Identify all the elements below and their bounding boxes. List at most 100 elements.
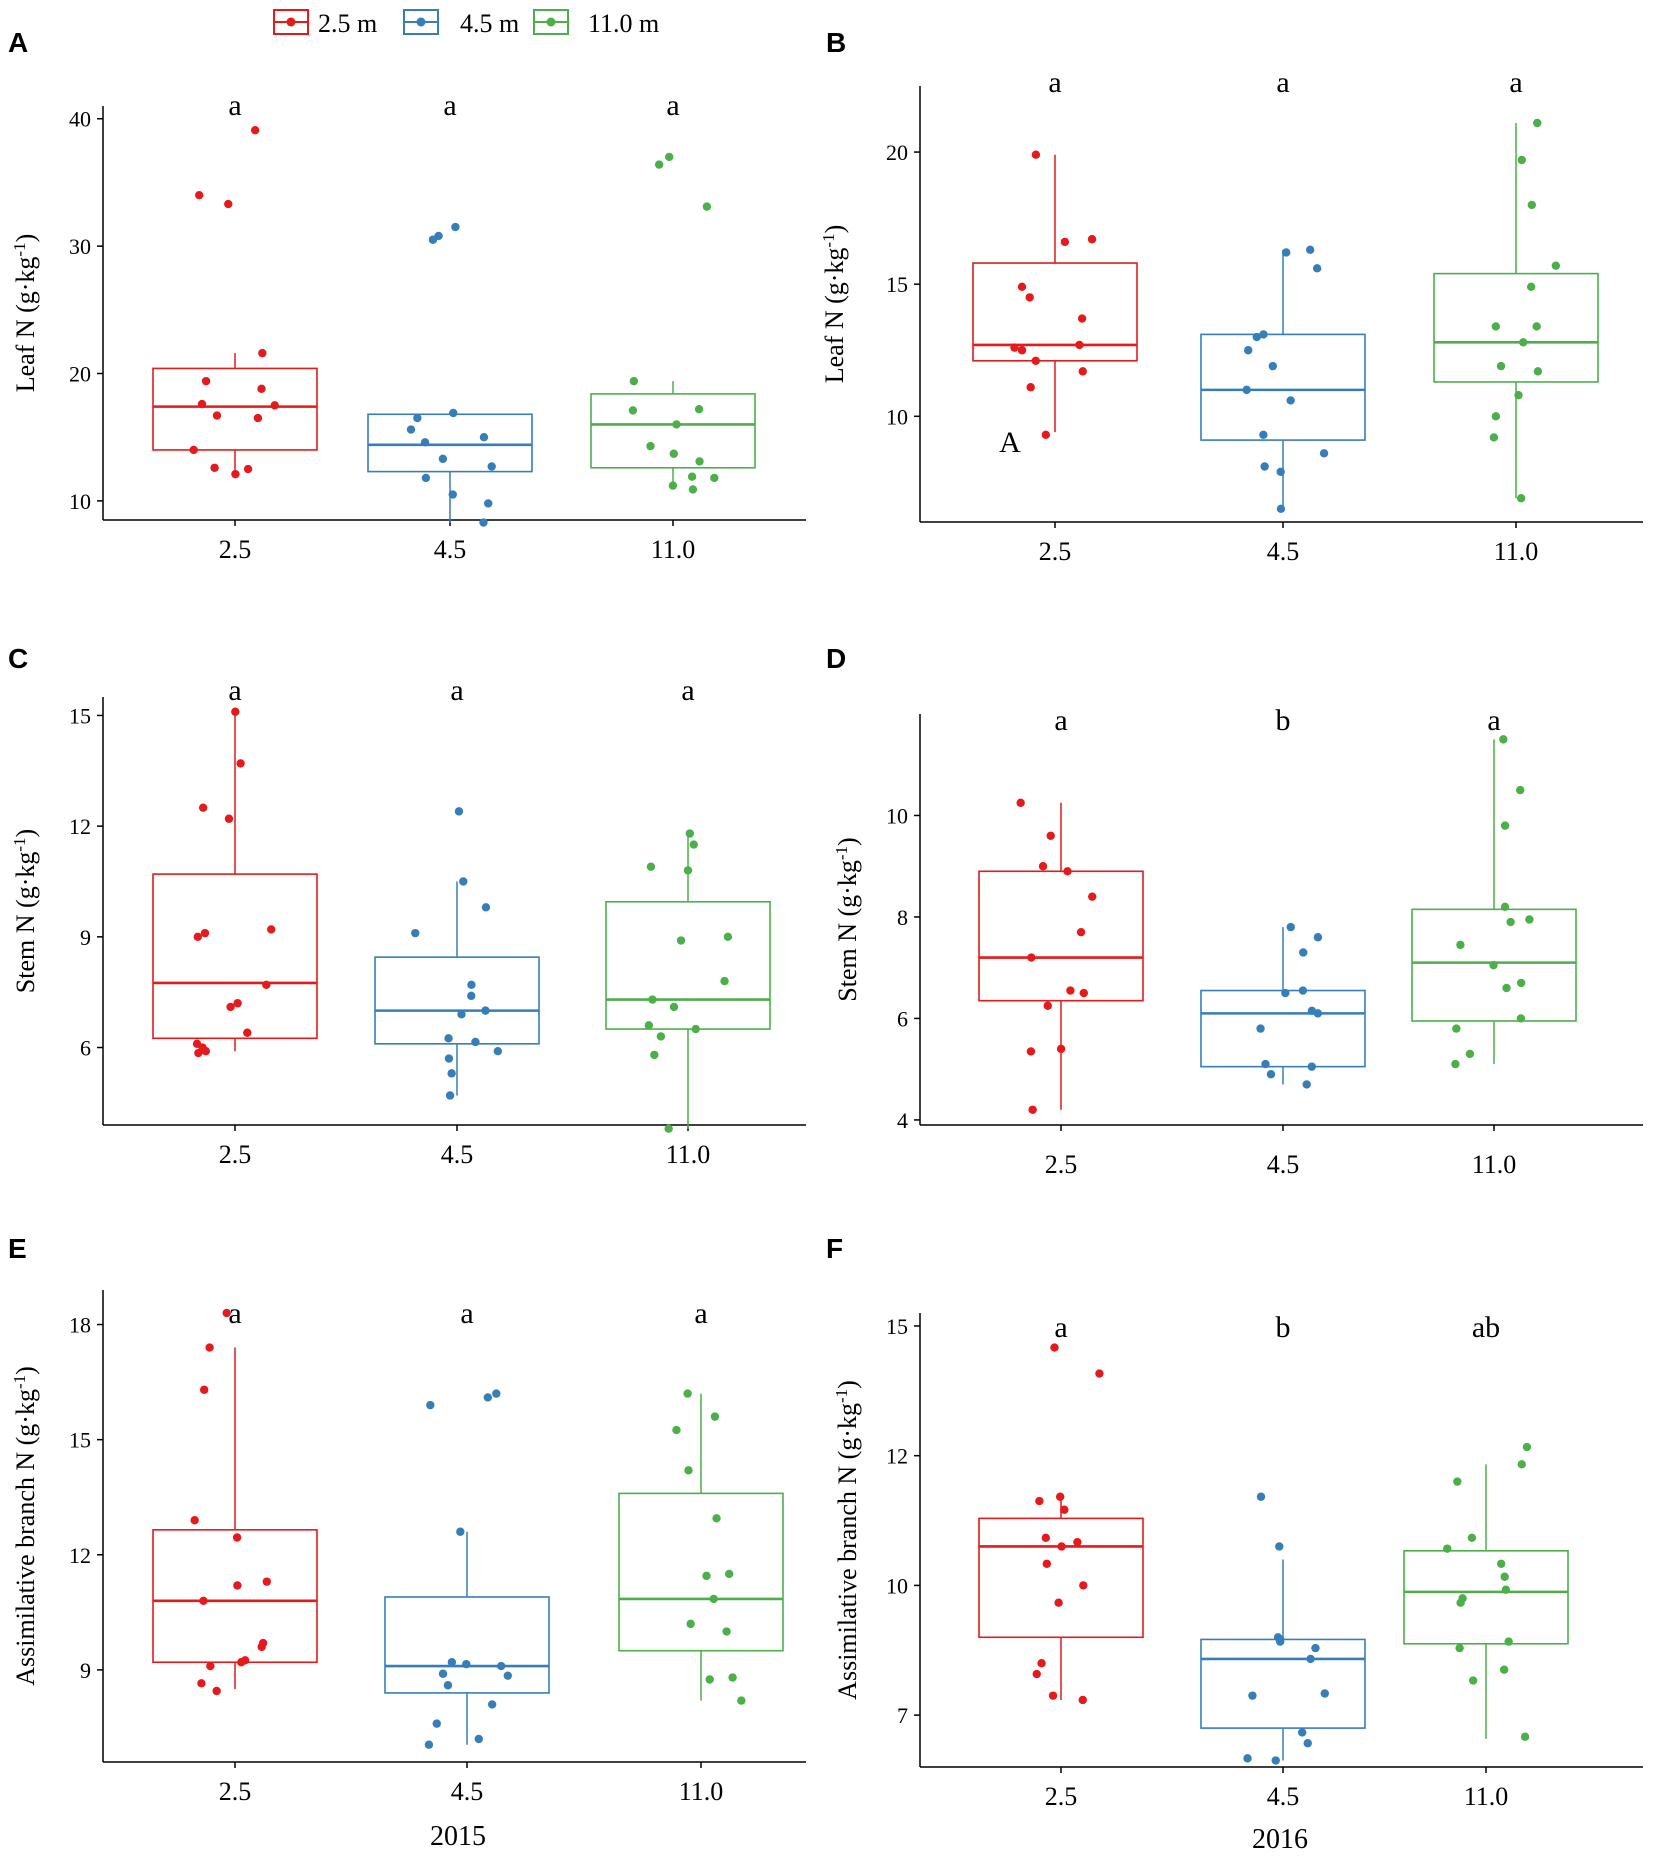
data-point [443, 1681, 453, 1690]
data-point [1275, 1637, 1285, 1646]
box-group-11.0: a [1433, 66, 1599, 503]
data-point [449, 408, 458, 418]
data-point [1496, 361, 1506, 371]
box-group-2.5: a [152, 1297, 318, 1696]
panel-a: A 10 20 30 40 2.5 4.5 11.0 Leaf N (g·kg-1) a a a [8, 27, 806, 564]
y-axis-label: Assimilative branch N (g·kg-1) [832, 1380, 863, 1700]
data-point [257, 1642, 266, 1652]
panel-f: F 7 10 12 15 2.5 4.5 11.0 Assimilative branch N … [826, 1233, 1643, 1811]
year-label-2016: 2016 [1252, 1824, 1308, 1855]
box [1200, 989, 1366, 1068]
data-point [687, 472, 697, 481]
data-point [257, 384, 266, 393]
significance-letter: a [666, 89, 679, 122]
significance-letter: b [1276, 1311, 1291, 1344]
data-point [479, 433, 489, 442]
y-tick-label: 20 [886, 140, 908, 165]
data-point [197, 1679, 206, 1688]
y-tick-label: 7 [897, 1703, 908, 1728]
data-point [1261, 1059, 1270, 1069]
data-point [484, 499, 493, 508]
data-point [197, 399, 207, 409]
box [978, 1517, 1144, 1639]
significance-letter: ab [1472, 1311, 1500, 1344]
data-point [1499, 1665, 1509, 1674]
data-point [723, 932, 733, 942]
y-tick-label: 15 [886, 1314, 908, 1339]
data-point [492, 1389, 501, 1398]
data-point [243, 464, 253, 474]
significance-letter: a [1054, 1311, 1067, 1344]
y-tick-label: 6 [897, 1006, 908, 1031]
data-point [1286, 396, 1295, 405]
data-point [1281, 248, 1291, 257]
data-point [1079, 1581, 1088, 1590]
data-point [424, 1740, 434, 1749]
data-point [421, 473, 431, 483]
data-point [444, 1054, 454, 1063]
box [1200, 333, 1366, 441]
x-tick-label: 11.0 [666, 1140, 711, 1169]
data-point [1252, 332, 1261, 342]
data-point [1306, 1654, 1315, 1664]
data-point [267, 925, 276, 934]
data-point [201, 1047, 211, 1056]
box [367, 413, 533, 473]
data-point [1038, 862, 1048, 871]
data-point [224, 814, 234, 823]
y-axis-label: Leaf N (g·kg-1) [819, 225, 850, 384]
data-point [1256, 1492, 1266, 1501]
data-point [676, 936, 686, 945]
data-point [664, 1124, 673, 1133]
box [618, 1492, 784, 1652]
data-point [1491, 322, 1501, 331]
x-tick-label: 2.5 [1045, 1782, 1078, 1811]
data-point [1517, 1460, 1526, 1469]
data-point [1456, 940, 1465, 950]
data-point [438, 1669, 448, 1678]
data-point [650, 1050, 659, 1060]
data-point [1244, 346, 1253, 355]
box [152, 367, 318, 451]
data-point [1516, 494, 1526, 503]
data-point [684, 1466, 693, 1475]
data-point [689, 840, 698, 849]
data-point [1313, 933, 1323, 942]
data-point [1500, 902, 1510, 912]
data-point [1043, 1001, 1052, 1010]
significance-letter: a [228, 1297, 241, 1330]
data-point [212, 411, 222, 420]
data-point [474, 1734, 483, 1744]
x-tick-label: 4.5 [1267, 1150, 1300, 1179]
data-point [1525, 915, 1534, 924]
data-point [1035, 1496, 1044, 1506]
panel-b: B 10 15 20 2.5 4.5 11.0 Leaf N (g·kg-1) a a a A [819, 27, 1643, 566]
panels: A 10 20 30 40 2.5 4.5 11.0 Leaf N (g·kg-1) a a a B 10… [8, 27, 1643, 1811]
data-point [656, 1032, 666, 1041]
data-point [1095, 1369, 1104, 1378]
data-point [194, 1048, 203, 1058]
significance-letter: a [450, 674, 463, 707]
x-tick-label: 11.0 [651, 535, 696, 564]
data-point [198, 803, 208, 812]
panel-label: A [8, 27, 28, 58]
data-point [1063, 867, 1072, 876]
data-point [406, 425, 416, 434]
data-point [1027, 953, 1036, 962]
significance-letter: a [1276, 66, 1289, 99]
data-point [205, 1343, 214, 1352]
data-point [487, 1700, 497, 1709]
data-point [672, 1425, 681, 1435]
data-point [1060, 1505, 1069, 1514]
significance-letter: a [460, 1297, 473, 1330]
y-tick-label: 10 [886, 404, 908, 429]
data-point [1268, 361, 1278, 371]
data-point [467, 991, 476, 1001]
box [1200, 1638, 1366, 1729]
panel-label: D [826, 643, 846, 674]
x-tick-label: 4.5 [1267, 537, 1300, 566]
data-point [1281, 988, 1290, 998]
box-group-2.5: a [152, 674, 318, 1058]
x-tick-label: 2.5 [1039, 537, 1072, 566]
x-tick-label: 4.5 [434, 535, 467, 564]
